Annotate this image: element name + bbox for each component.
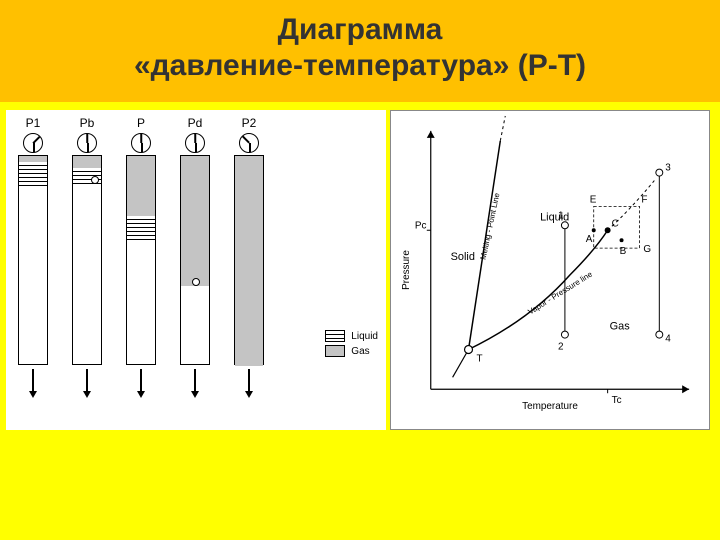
gas-region xyxy=(127,156,155,216)
point-2 xyxy=(561,331,568,338)
point-B-label: B xyxy=(620,246,627,257)
critical-point xyxy=(605,227,611,233)
pressure-gauge-icon xyxy=(77,133,97,153)
slide-title: Диаграмма «давление-температура» (Р-Т) xyxy=(10,12,710,84)
title-band: Диаграмма «давление-температура» (Р-Т) xyxy=(0,0,720,102)
pressure-gauge-icon xyxy=(185,133,205,153)
sublimation-line xyxy=(453,350,469,378)
gas-region xyxy=(73,156,101,168)
point-A xyxy=(592,228,596,232)
cylinder-label: P2 xyxy=(242,116,257,130)
pt-chart-svg: Temperature Pressure Tc Pc T xyxy=(391,111,709,429)
triple-point xyxy=(465,346,473,354)
cylinder-group: P2 xyxy=(234,116,264,369)
droplet-icon xyxy=(192,278,200,286)
cylinder-label: P1 xyxy=(26,116,41,130)
pc-label: Pc xyxy=(415,220,427,231)
point-4 xyxy=(656,331,663,338)
x-axis-arrow xyxy=(682,385,689,393)
legend-gas-label: Gas xyxy=(351,346,369,357)
cylinder-label: Pd xyxy=(188,116,203,130)
point-3-label: 3 xyxy=(665,163,671,174)
region-solid: Solid xyxy=(451,251,475,263)
title-line2: «давление-температура» (Р-Т) xyxy=(134,49,586,82)
gas-region xyxy=(235,156,263,366)
cylinder-label: Pb xyxy=(80,116,95,130)
point-1-label: 1 xyxy=(558,210,564,221)
droplet-icon xyxy=(91,176,99,184)
content-row: P1 Pb P Pd P2 Liquid Gas xyxy=(0,102,720,540)
pt-chart-panel: Temperature Pressure Tc Pc T xyxy=(390,110,710,430)
y-axis-label: Pressure xyxy=(401,250,412,290)
point-4-label: 4 xyxy=(665,334,671,345)
point-A-label: A xyxy=(586,234,593,245)
point-T-label: T xyxy=(476,353,482,364)
cylinder-body xyxy=(234,155,264,365)
legend: Liquid Gas xyxy=(325,327,378,360)
cylinder-label: P xyxy=(137,116,145,130)
cylinder-body xyxy=(72,155,102,365)
melting-line-ext xyxy=(500,116,505,141)
point-3 xyxy=(656,169,663,176)
cylinder-body xyxy=(18,155,48,365)
tc-label: Tc xyxy=(612,395,622,406)
legend-liquid-label: Liquid xyxy=(351,331,378,342)
point-2-label: 2 xyxy=(558,342,564,353)
cylinder-panel: P1 Pb P Pd P2 Liquid Gas xyxy=(6,110,386,430)
cylinder-group: P xyxy=(126,116,156,369)
cylinder-body xyxy=(180,155,210,365)
gas-region xyxy=(181,156,209,286)
cylinder-group: Pd xyxy=(180,116,210,369)
point-C-label: C xyxy=(612,218,619,229)
vapor-label: Vapor - Pressure line xyxy=(526,269,594,316)
point-B xyxy=(620,238,624,242)
pressure-gauge-icon xyxy=(23,133,43,153)
cylinder-body xyxy=(126,155,156,365)
slide: Диаграмма «давление-температура» (Р-Т) P… xyxy=(0,0,720,540)
y-axis-arrow xyxy=(427,131,435,138)
melting-label: Melting - Point Line xyxy=(479,192,502,261)
point-1 xyxy=(561,222,568,229)
title-line1: Диаграмма xyxy=(278,13,443,46)
region-gas: Gas xyxy=(610,321,631,333)
cylinder-group: P1 xyxy=(18,116,48,369)
legend-liquid-swatch xyxy=(325,330,345,342)
point-G-label: G xyxy=(643,244,651,255)
point-F-label: F xyxy=(641,194,647,205)
legend-liquid-row: Liquid xyxy=(325,330,378,342)
cylinders-row: P1 Pb P Pd P2 xyxy=(18,116,264,369)
legend-gas-swatch xyxy=(325,345,345,357)
cylinder-group: Pb xyxy=(72,116,102,369)
legend-gas-row: Gas xyxy=(325,345,378,357)
point-E-label: E xyxy=(590,194,597,205)
liquid-region xyxy=(19,162,47,186)
pressure-gauge-icon xyxy=(131,133,151,153)
x-axis-label: Temperature xyxy=(522,401,578,412)
pressure-gauge-icon xyxy=(239,133,259,153)
liquid-region xyxy=(127,216,155,240)
